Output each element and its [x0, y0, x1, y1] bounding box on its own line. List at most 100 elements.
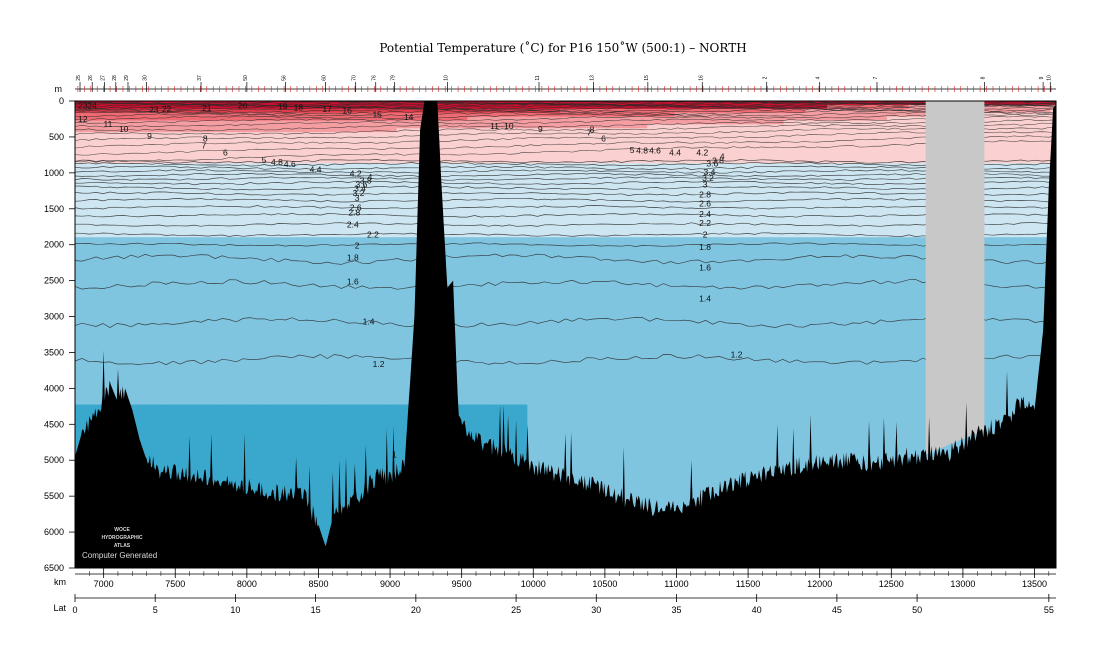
band-cell: [96, 408, 103, 413]
band-cell: [287, 280, 294, 285]
band-cell: [227, 264, 234, 269]
band-cell: [293, 256, 300, 262]
band-cell: [178, 353, 185, 359]
band-cell: [113, 104, 120, 110]
band-cell: [118, 291, 125, 297]
band-cell: [80, 252, 87, 258]
band-cell: [162, 104, 169, 110]
band-cell: [216, 276, 223, 281]
band-cell: [233, 241, 240, 246]
band-cell: [243, 287, 250, 293]
band-cell: [167, 217, 174, 223]
band-cell: [216, 233, 223, 238]
band-cell: [200, 272, 207, 277]
band-cell: [205, 136, 212, 141]
band-cell: [102, 147, 109, 153]
band-cell: [156, 132, 163, 137]
band-cell: [113, 392, 120, 398]
band-cell: [260, 252, 267, 258]
band-cell: [151, 431, 158, 437]
band-cell: [243, 385, 250, 390]
band-cell: [189, 396, 196, 402]
band-cell: [178, 373, 185, 378]
band-cell: [293, 299, 300, 304]
band-cell: [134, 256, 141, 262]
band-cell: [205, 311, 212, 316]
band-cell: [265, 229, 272, 234]
band-cell: [140, 326, 147, 332]
band-cell: [189, 435, 196, 441]
band-cell: [173, 416, 180, 421]
band-cell: [205, 194, 212, 199]
band-cell: [233, 350, 240, 355]
band-cell: [249, 217, 256, 223]
band-cell: [298, 373, 305, 378]
band-cell: [200, 186, 207, 192]
band-cell: [113, 159, 120, 164]
band-cell: [96, 112, 103, 118]
band-cell: [91, 392, 98, 398]
band-cell: [276, 237, 283, 242]
band-cell: [222, 256, 229, 262]
band-cell: [222, 151, 229, 157]
band-cell: [265, 482, 272, 487]
band-cell: [140, 139, 147, 145]
band-cell: [222, 420, 229, 425]
band-cell: [162, 350, 169, 355]
band-cell: [265, 178, 272, 184]
band-cell: [145, 350, 152, 355]
band-cell: [265, 311, 272, 316]
band-cell: [85, 268, 92, 273]
band-cell: [134, 350, 141, 355]
band-cell: [200, 353, 207, 359]
band-cell: [276, 213, 283, 219]
band-cell: [276, 287, 283, 293]
band-cell: [194, 256, 201, 262]
band-cell: [91, 241, 98, 246]
band-cell: [91, 280, 98, 285]
band-cell: [75, 198, 82, 203]
band-cell: [271, 396, 278, 402]
band-cell: [276, 104, 283, 110]
band-cell: [96, 392, 103, 398]
band-cell: [194, 400, 201, 406]
band-cell: [238, 186, 245, 192]
band-cell: [162, 353, 169, 359]
band-cell: [282, 443, 289, 448]
band-cell: [113, 237, 120, 242]
band-cell: [162, 466, 169, 472]
band-cell: [167, 276, 174, 281]
band-cell: [118, 350, 125, 355]
band-cell: [216, 431, 223, 437]
band-cell: [118, 322, 125, 328]
band-cell: [151, 139, 158, 145]
band-cell: [222, 147, 229, 153]
band-cell: [298, 330, 305, 336]
band-cell: [156, 272, 163, 277]
band-cell: [200, 136, 207, 141]
band-cell: [75, 151, 82, 157]
band-cell: [205, 233, 212, 238]
band-cell: [85, 139, 92, 145]
band-cell: [211, 287, 218, 293]
band-cell: [298, 202, 305, 207]
band-cell: [140, 260, 147, 266]
band-cell: [189, 381, 196, 386]
band-cell: [271, 462, 278, 468]
band-cell: [233, 147, 240, 153]
band-cell: [134, 404, 141, 410]
band-cell: [75, 244, 82, 250]
band-cell: [271, 194, 278, 199]
band-cell: [265, 315, 272, 320]
band-cell: [293, 276, 300, 281]
band-cell: [243, 143, 250, 149]
band-cell: [184, 299, 191, 304]
band-cell: [124, 182, 131, 188]
band-cell: [118, 342, 125, 347]
band-cell: [194, 198, 201, 203]
band-cell: [249, 241, 256, 246]
band-cell: [287, 416, 294, 421]
band-cell: [260, 400, 267, 406]
band-cell: [238, 256, 245, 262]
band-cell: [124, 276, 131, 281]
